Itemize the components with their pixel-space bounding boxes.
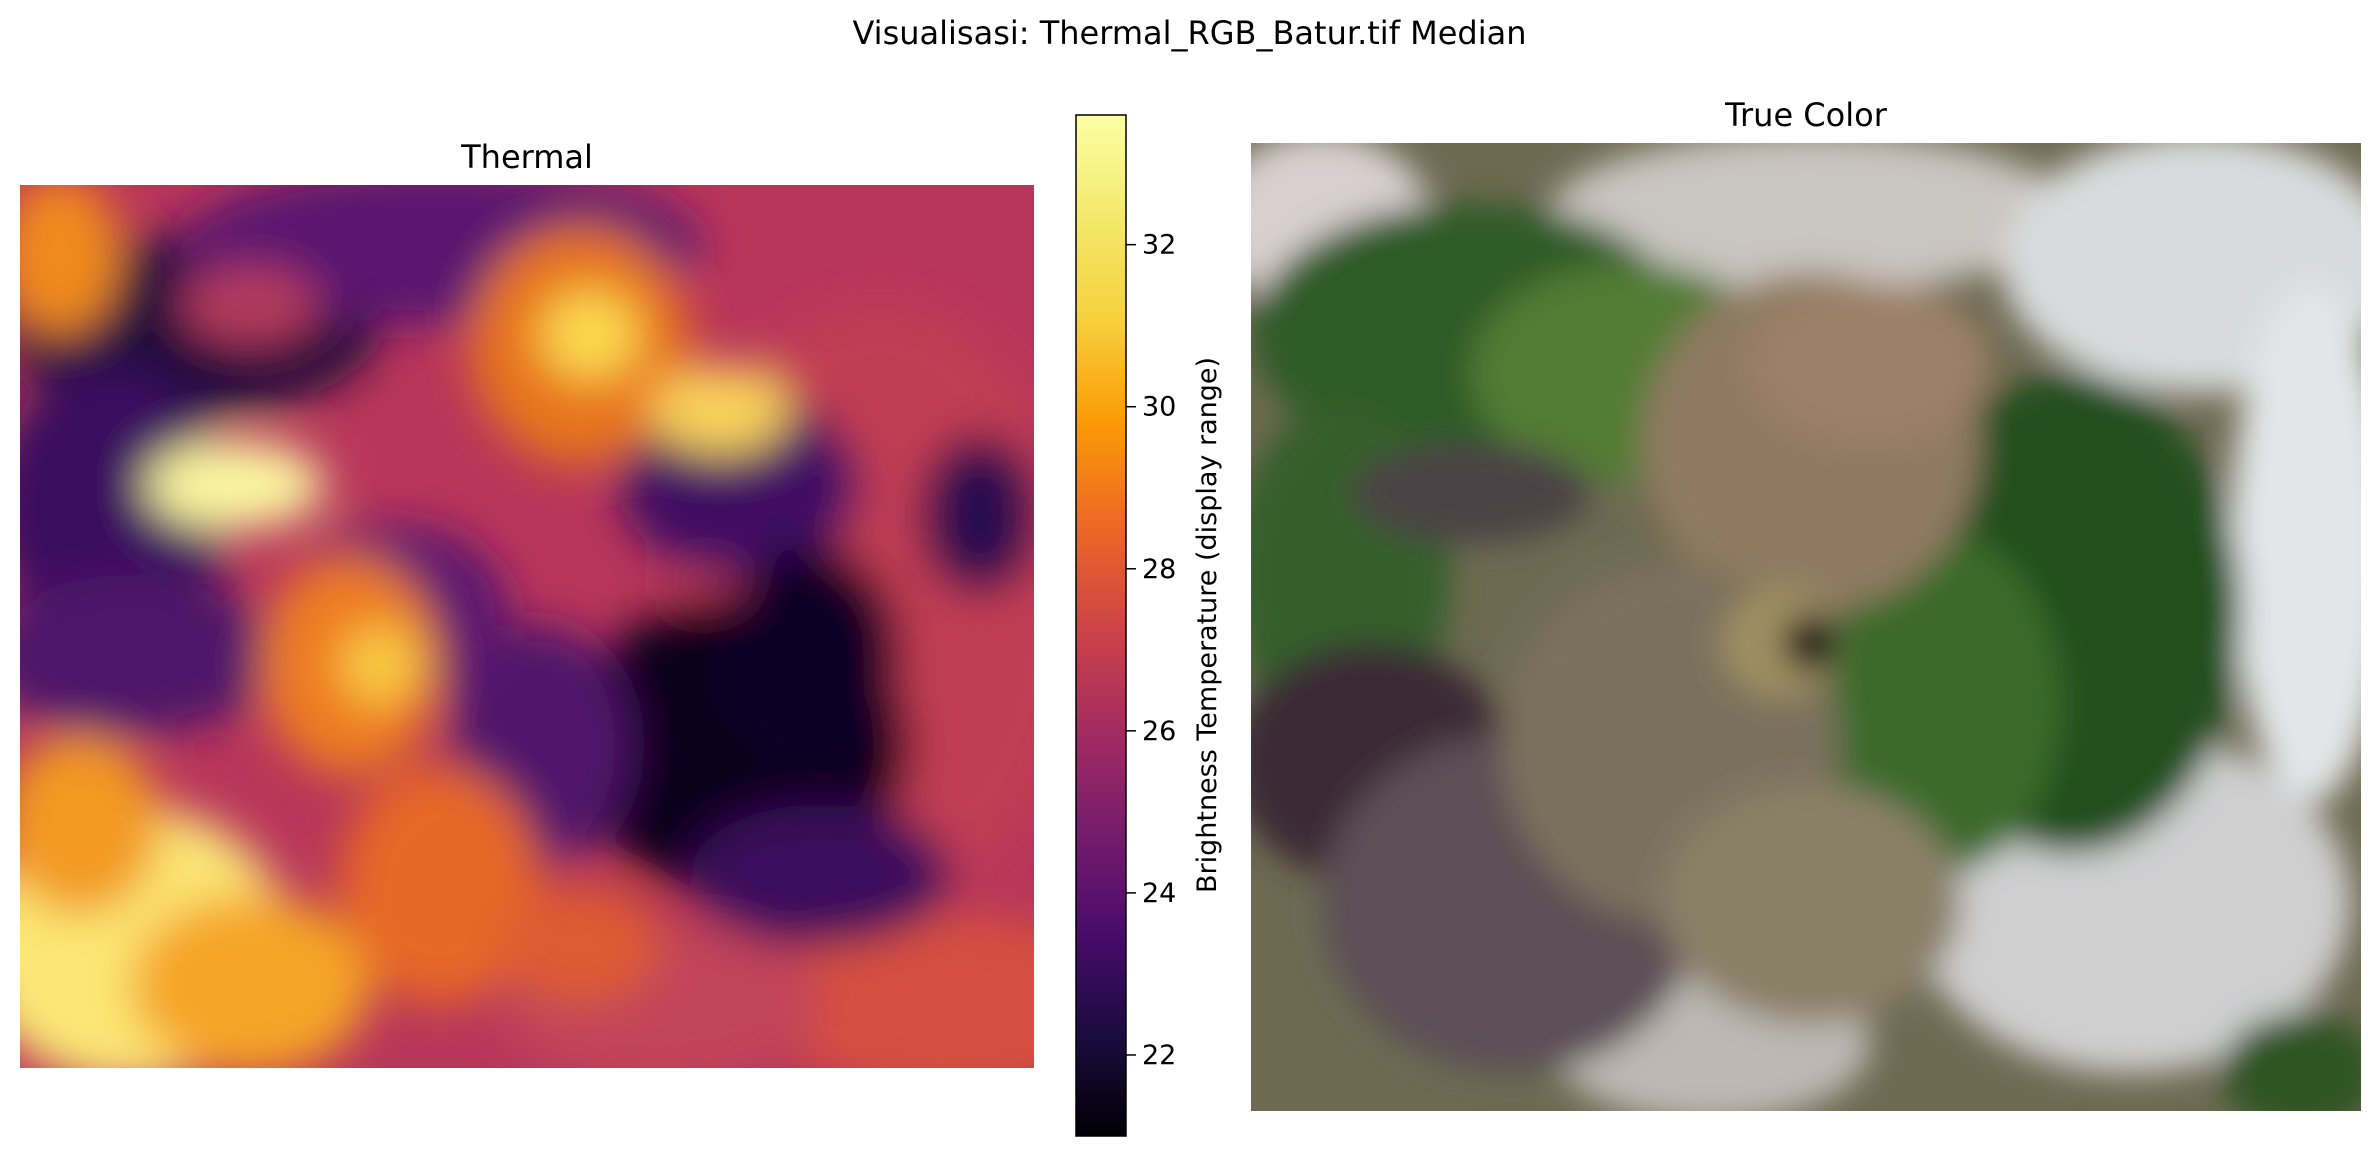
thermal-colorbar: 22 24 26 28 30 32 Brightness Temperature (dis… — [1075, 114, 1223, 1137]
thermal-field — [20, 185, 1034, 1068]
true-color-field — [1251, 143, 2361, 1111]
colorbar-tick-label: 22 — [1142, 1040, 1176, 1071]
colorbar-ticks: 22 24 26 28 30 32 — [1126, 230, 1176, 1071]
colorbar-tick-label: 30 — [1142, 392, 1176, 423]
thermal-panel-title: Thermal — [461, 138, 593, 176]
thermal-heatmap — [20, 185, 1034, 1068]
true-color-panel-title: True Color — [1725, 96, 1887, 134]
colorbar-tick-label: 26 — [1142, 716, 1176, 747]
figure-suptitle: Visualisasi: Thermal_RGB_Batur.tif Media… — [852, 14, 1527, 52]
true-color-image — [1251, 143, 2361, 1111]
colorbar-tick-label: 28 — [1142, 554, 1176, 585]
colorbar-gradient — [1075, 114, 1127, 1137]
colorbar-tick-label: 24 — [1142, 878, 1176, 909]
colorbar-label: Brightness Temperature (display range) — [1192, 357, 1223, 893]
colorbar-tick-label: 32 — [1142, 230, 1176, 261]
